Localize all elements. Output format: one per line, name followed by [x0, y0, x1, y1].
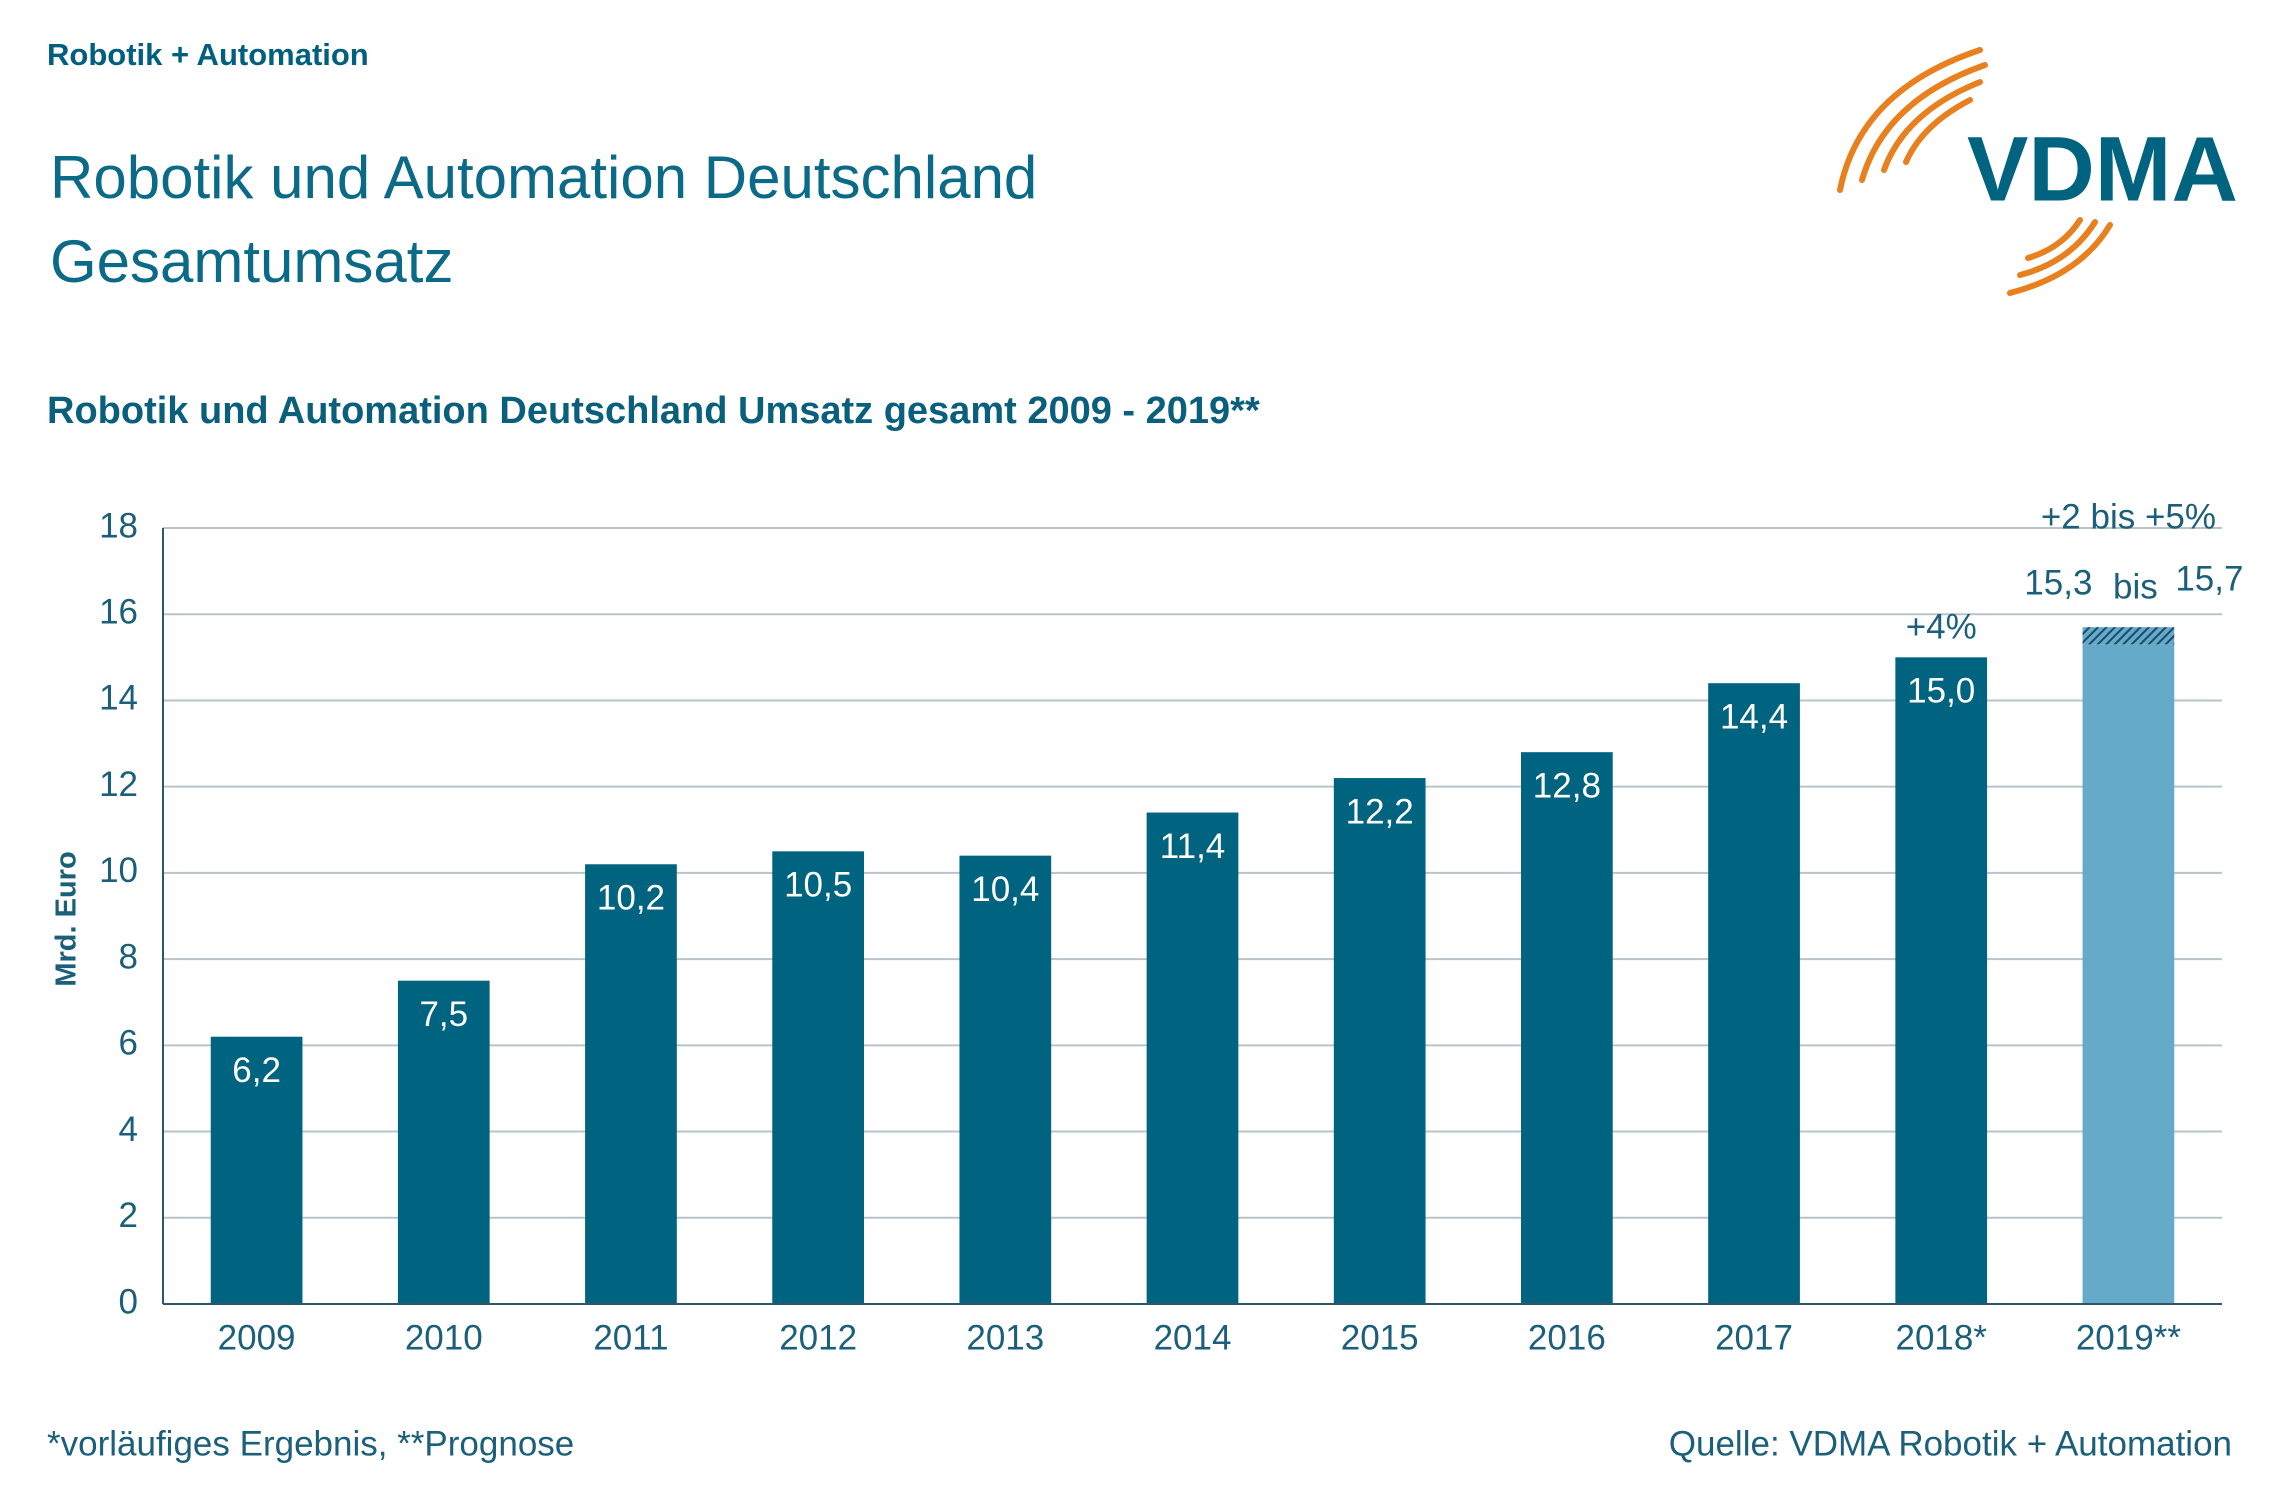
bar — [1895, 657, 1988, 1304]
logo-arc — [1837, 47, 1983, 193]
x-tick-label: 2011 — [593, 1318, 668, 1357]
logo-arc — [1859, 62, 1988, 183]
value-label: 10,4 — [971, 870, 1039, 909]
value-label: 12,8 — [1533, 766, 1601, 805]
y-tick-label: 10 — [99, 851, 138, 890]
y-tick-label: 2 — [119, 1196, 138, 1235]
logo-arc — [1903, 97, 1973, 165]
y-axis-label: Mrd. Euro — [51, 851, 83, 986]
value-label: 15,3 — [2024, 563, 2092, 602]
value-label: 11,4 — [1160, 827, 1226, 866]
y-tick-label: 0 — [119, 1282, 138, 1321]
x-tick-label: 2015 — [1341, 1318, 1419, 1357]
bar — [585, 864, 677, 1304]
title-line: Robotik und Automation Deutschland — [50, 144, 1037, 211]
value-label: 15,0 — [1907, 672, 1975, 711]
y-tick-label: 4 — [119, 1110, 138, 1149]
y-tick-label: 18 — [99, 506, 138, 545]
range-connector: bis — [2113, 567, 2158, 606]
title-line: Gesamtumsatz — [50, 228, 453, 295]
bar — [1708, 683, 1800, 1304]
bar — [772, 851, 864, 1304]
x-tick-label: 2009 — [218, 1318, 296, 1357]
y-tick-label: 6 — [119, 1024, 138, 1063]
bar — [2082, 644, 2175, 1304]
bar — [1146, 812, 1239, 1304]
bar — [1521, 752, 1613, 1304]
bar — [210, 1036, 303, 1304]
chart-title: Robotik und Automation Deutschland Umsat… — [47, 390, 1260, 432]
x-tick-label: 2014 — [1154, 1318, 1232, 1357]
value-label: 6,2 — [232, 1051, 281, 1090]
annotation: +2 bis +5% — [2041, 497, 2216, 536]
value-label: 14,4 — [1720, 697, 1788, 736]
forecast-range — [2082, 627, 2175, 645]
logo-arc — [2007, 222, 2113, 296]
logo-arc — [1881, 79, 1983, 173]
range-high-label: 15,7 — [2175, 559, 2243, 598]
footnote: *vorläufiges Ergebnis, **Prognose — [47, 1424, 574, 1463]
header: Robotik + Automation — [47, 37, 369, 72]
logo-arc — [2025, 217, 2083, 261]
x-tick-label: 2012 — [779, 1318, 857, 1357]
annotation: +4% — [1906, 608, 1977, 647]
y-tick-label: 12 — [99, 765, 138, 804]
bar — [1333, 778, 1426, 1304]
y-tick-label: 8 — [119, 937, 138, 976]
x-tick-label: 2016 — [1528, 1318, 1606, 1357]
x-tick-label: 2017 — [1715, 1318, 1793, 1357]
bar — [959, 855, 1052, 1304]
value-label: 12,2 — [1346, 792, 1414, 831]
bar — [397, 980, 490, 1304]
logo — [1837, 47, 2113, 296]
y-tick-label: 16 — [99, 592, 138, 631]
source: Quelle: VDMA Robotik + Automation — [1669, 1424, 2232, 1463]
value-label: 10,2 — [597, 879, 665, 918]
x-tick-label: 2010 — [405, 1318, 483, 1357]
x-tick-label: 2013 — [966, 1318, 1044, 1357]
value-label: 10,5 — [784, 866, 852, 905]
x-tick-label: 2018* — [1895, 1318, 1987, 1357]
logo-text: VDMA — [1967, 118, 2238, 220]
x-tick-label: 2019** — [2076, 1318, 2181, 1357]
value-label: 7,5 — [419, 995, 468, 1034]
logo-arc — [2017, 219, 2098, 278]
y-tick-label: 14 — [99, 679, 138, 718]
